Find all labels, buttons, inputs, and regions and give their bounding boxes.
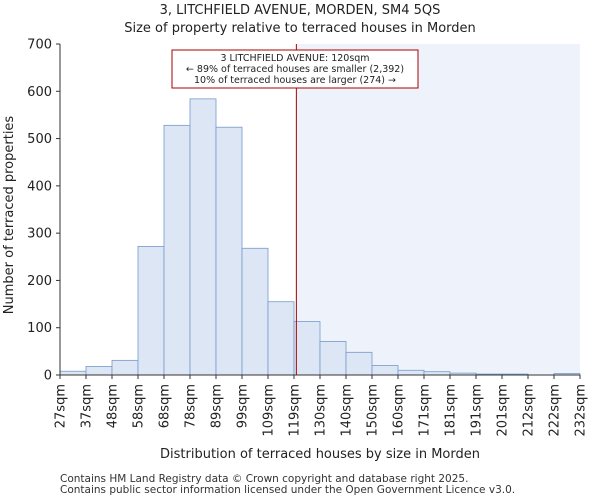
x-tick-label-48sqm: 48sqm xyxy=(106,384,121,428)
annotation-frame xyxy=(171,49,419,89)
x-tick-label-150sqm: 150sqm xyxy=(366,384,381,437)
annotation-line-2: ← 89% of terraced houses are smaller (2,… xyxy=(186,64,404,75)
bar-130sqm xyxy=(319,341,347,376)
y-tick-label-300: 300 xyxy=(27,227,52,242)
bar-68sqm xyxy=(163,124,191,376)
larger-region-background xyxy=(296,44,580,375)
bar-89sqm xyxy=(215,126,243,376)
y-tick-label-400: 400 xyxy=(27,179,52,194)
x-tick-label-89sqm: 89sqm xyxy=(210,384,225,428)
chart-title: 3, LITCHFIELD AVENUE, MORDEN, SM4 5QS xyxy=(160,3,441,18)
y-tick-label-700: 700 xyxy=(27,38,52,53)
x-tick-label-191sqm: 191sqm xyxy=(470,384,485,437)
x-tick-label-160sqm: 160sqm xyxy=(392,384,407,437)
x-tick-label-68sqm: 68sqm xyxy=(158,384,173,428)
bars xyxy=(59,98,581,376)
y-axis-label: Number of terraced properties xyxy=(2,116,17,315)
x-tick-label-212sqm: 212sqm xyxy=(522,384,537,437)
x-tick-label-109sqm: 109sqm xyxy=(262,384,277,437)
x-axis-label: Distribution of terraced houses by size … xyxy=(160,447,480,462)
annotation-line-1: 3 LITCHFIELD AVENUE: 120sqm xyxy=(220,53,369,64)
x-tick-label-140sqm: 140sqm xyxy=(340,384,355,437)
annotation-line-3: 10% of terraced houses are larger (274) … xyxy=(194,75,396,86)
x-tick-label-222sqm: 222sqm xyxy=(548,384,563,437)
x-tick-label-99sqm: 99sqm xyxy=(236,384,251,428)
footer-line-1: Contains HM Land Registry data © Crown c… xyxy=(60,473,469,485)
x-tick-label-201sqm: 201sqm xyxy=(496,384,511,437)
bar-58sqm xyxy=(137,245,165,376)
bar-150sqm xyxy=(371,365,399,376)
x-tick-label-78sqm: 78sqm xyxy=(184,384,199,428)
bar-109sqm xyxy=(267,301,295,376)
bar-160sqm xyxy=(397,369,425,376)
y-tick-label-0: 0 xyxy=(44,369,52,384)
bar-78sqm xyxy=(189,98,217,376)
y-tick-label-500: 500 xyxy=(27,132,52,147)
x-ticks: 27sqm 37sqm 48sqm 58sqm 68sqm 78sqm 89sqm 99sqm… xyxy=(54,375,589,437)
y-ticks: 0 100 200 300 400 500 600 700 xyxy=(27,38,60,384)
chart-subtitle: Size of property relative to terraced ho… xyxy=(124,21,476,36)
y-tick-label-100: 100 xyxy=(27,321,52,336)
x-tick-label-232sqm: 232sqm xyxy=(574,384,589,437)
x-tick-label-58sqm: 58sqm xyxy=(132,384,147,428)
x-tick-label-27sqm: 27sqm xyxy=(54,384,69,428)
bar-37sqm xyxy=(85,366,113,376)
footer-line-2: Contains public sector information licen… xyxy=(60,484,516,496)
x-tick-label-181sqm: 181sqm xyxy=(444,384,459,437)
x-tick-label-119sqm: 119sqm xyxy=(288,384,303,437)
bar-27sqm xyxy=(59,370,87,376)
annotation-box: 3 LITCHFIELD AVENUE: 120sqm ← 89% of ter… xyxy=(171,49,419,89)
x-tick-label-37sqm: 37sqm xyxy=(80,384,95,428)
bar-119sqm xyxy=(293,321,321,376)
y-tick-label-200: 200 xyxy=(27,274,52,289)
x-tick-label-130sqm: 130sqm xyxy=(314,384,329,437)
y-tick-label-600: 600 xyxy=(27,85,52,100)
bar-48sqm xyxy=(111,359,139,376)
bar-140sqm xyxy=(345,351,373,376)
bar-99sqm xyxy=(241,247,269,376)
x-tick-label-171sqm: 171sqm xyxy=(418,384,433,437)
